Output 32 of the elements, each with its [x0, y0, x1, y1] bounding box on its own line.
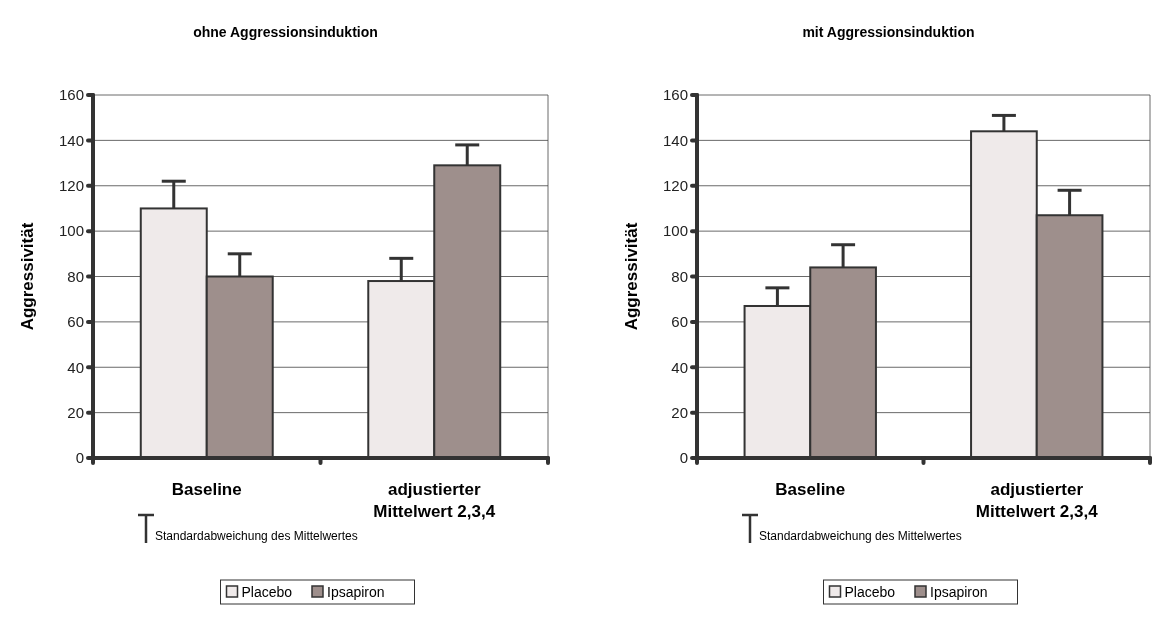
legend-label: Placebo: [241, 584, 293, 600]
x-tick-label: adjustierter Mittelwert 2,3,4: [373, 480, 496, 521]
text: Standardabweichung des Mittelwertes: [155, 529, 358, 543]
legend-label: Ipsapiron: [327, 584, 385, 600]
y-tick-label: 140: [662, 131, 688, 149]
y-tick-label: 80: [671, 267, 688, 285]
y-tick-label: 120: [662, 177, 688, 194]
y-tick-label: 20: [67, 403, 84, 421]
y-tick-label: 40: [671, 358, 688, 376]
y-tick-label: 20: [671, 403, 688, 421]
y-tick-label: 120: [58, 177, 84, 194]
y-tick-label: 40: [67, 358, 84, 376]
legend-label: Placebo: [844, 584, 896, 600]
y-axis-title: Aggressivität: [622, 222, 641, 331]
y-tick-label: 160: [662, 86, 688, 104]
x-tick-label: Baseline: [775, 480, 846, 499]
y-tick-label: 100: [58, 222, 84, 240]
y-tick-label: 80: [67, 267, 84, 285]
y-tick-label: 100: [662, 222, 688, 240]
chart-title: ohne Aggressionsinduktion: [193, 24, 378, 40]
legend-label: Ipsapiron: [930, 584, 988, 600]
y-tick-label: 60: [671, 313, 688, 331]
chart-title: mit Aggressionsinduktion: [802, 24, 975, 40]
y-tick-label: 0: [75, 449, 84, 467]
y-axis-title: Aggressivität: [18, 222, 37, 331]
x-tick-label: Baseline: [171, 480, 242, 499]
text: Standardabweichung des Mittelwertes: [759, 529, 962, 543]
y-tick-label: 60: [67, 313, 84, 331]
y-tick-label: 140: [58, 131, 84, 149]
x-tick-label: adjustierter Mittelwert 2,3,4: [975, 480, 1099, 521]
y-tick-label: 160: [58, 86, 84, 104]
y-tick-label: 0: [679, 449, 688, 467]
